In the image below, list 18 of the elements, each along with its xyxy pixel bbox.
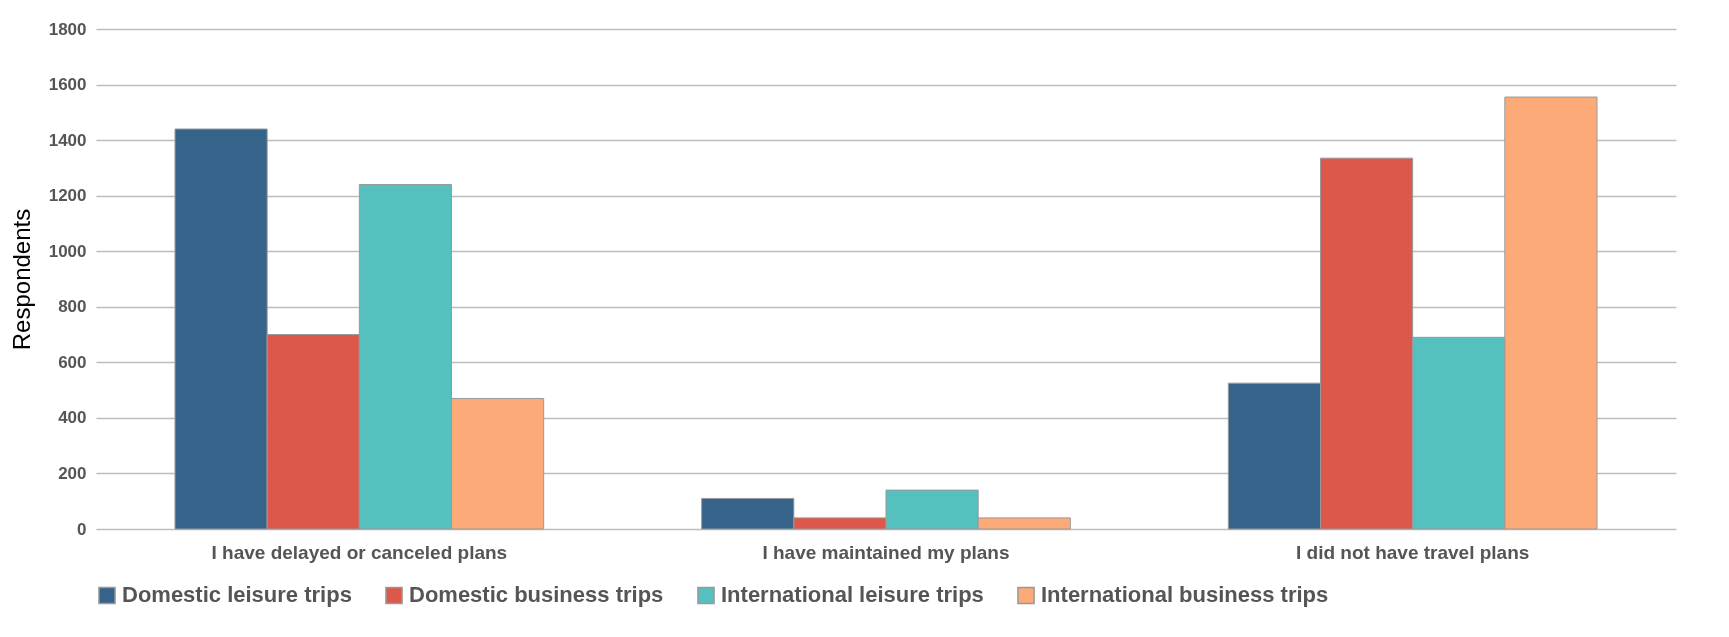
y-tick-label: 1600 — [48, 75, 87, 95]
x-tick-label: I have delayed or canceled plans — [211, 541, 508, 563]
y-tick-label: 800 — [58, 297, 87, 317]
y-tick-label: 1800 — [48, 19, 87, 39]
x-tick-label: I did not have travel plans — [1295, 541, 1530, 563]
y-tick-label: 1000 — [48, 241, 87, 261]
legend-label: International leisure trips — [721, 582, 984, 608]
y-axis-title: Respondents — [7, 208, 35, 351]
y-tick-label: 200 — [58, 463, 87, 483]
y-tick-label: 1200 — [48, 186, 87, 206]
legend-label: International business trips — [1041, 582, 1329, 608]
y-tick-label: 600 — [58, 352, 87, 372]
y-tick-label: 0 — [77, 519, 87, 539]
y-tick-label: 1400 — [48, 130, 87, 150]
x-tick-label: I have maintained my plans — [762, 541, 1010, 563]
y-tick-label: 400 — [58, 408, 87, 428]
legend-label: Domestic business trips — [409, 582, 664, 608]
legend-label: Domestic leisure trips — [122, 582, 352, 608]
